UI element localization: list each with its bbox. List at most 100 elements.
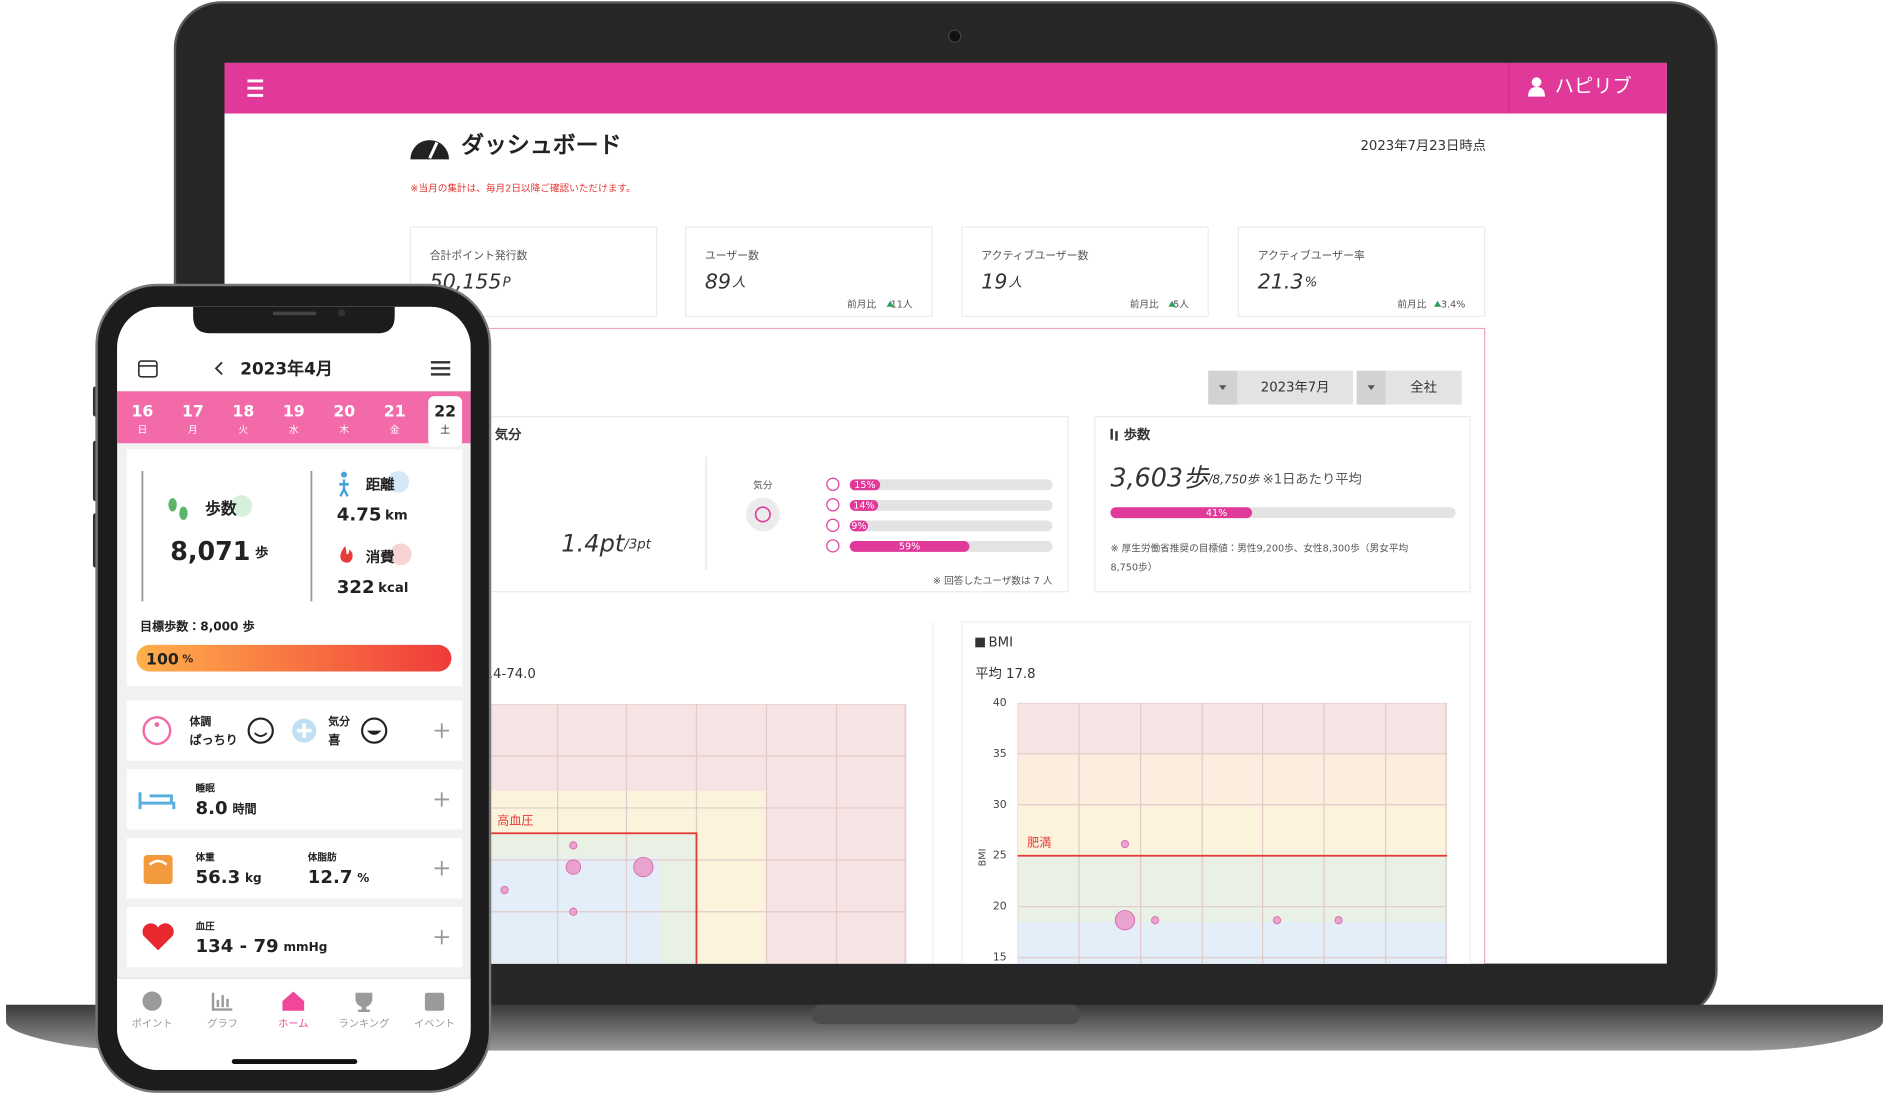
steps-value-part: 8,071 bbox=[170, 536, 250, 566]
day-number: 22 bbox=[434, 401, 456, 420]
prev-month[interactable] bbox=[214, 361, 223, 376]
bmi-dot bbox=[1120, 840, 1130, 849]
day-item[interactable]: 17 月 bbox=[182, 401, 204, 436]
front-camera bbox=[337, 309, 346, 317]
mood-bar-label: 14% bbox=[853, 500, 874, 511]
icon-bubble bbox=[389, 543, 412, 566]
icon-bubble bbox=[387, 470, 410, 493]
blood-pressure-card-bg bbox=[126, 906, 463, 968]
nav-label: ランキング bbox=[338, 1017, 389, 1030]
month-label: 2023年4月 bbox=[240, 359, 333, 379]
flame bbox=[340, 545, 353, 563]
weight-value-part: 56.3 bbox=[196, 867, 241, 888]
bp-label: 血圧 bbox=[196, 920, 216, 932]
mood-bar-label: 9% bbox=[851, 521, 866, 532]
steps-average-part: 3,603歩 bbox=[1110, 462, 1211, 492]
weekday: 月 bbox=[188, 425, 198, 436]
hypertension-box bbox=[488, 832, 698, 964]
stat-label: ユーザー数 bbox=[705, 249, 759, 262]
calories-label: 消費 bbox=[366, 548, 395, 566]
bp-dot bbox=[569, 907, 578, 916]
scale-icon bbox=[143, 855, 173, 884]
filter-select[interactable]: 2023年7月 bbox=[1208, 370, 1354, 405]
weight-value-part: kg bbox=[245, 870, 262, 884]
stat-compare: 前月比 3.4% bbox=[1397, 298, 1465, 310]
nav-item[interactable]: ホーム bbox=[278, 991, 309, 1030]
weekday: 水 bbox=[289, 424, 299, 436]
add-button[interactable] bbox=[434, 861, 450, 876]
filter-label: 全社 bbox=[1410, 380, 1437, 396]
mood-bar-label: 59% bbox=[899, 541, 920, 552]
mood-bar bbox=[849, 520, 868, 532]
stat-value: 21.3% bbox=[1258, 270, 1317, 294]
nav-item[interactable]: ランキング bbox=[338, 992, 389, 1030]
user-menu[interactable]: ハピリブ bbox=[1528, 74, 1632, 97]
filter-select[interactable]: 全社 bbox=[1356, 370, 1462, 405]
date-strip bbox=[117, 391, 471, 444]
nav-item[interactable]: ポイント bbox=[132, 991, 173, 1030]
y-tick-label: 15 bbox=[993, 951, 1007, 964]
stat-compare-part: 前月比 bbox=[1130, 298, 1159, 310]
y-tick-label: 40 bbox=[993, 696, 1007, 709]
nav-item[interactable]: イベント bbox=[414, 992, 455, 1030]
mood-bar-track bbox=[849, 520, 1053, 532]
stat-compare: 前月比 5人 bbox=[1130, 298, 1190, 310]
goal-label: 目標歩数：8,000 歩 bbox=[140, 618, 255, 633]
day-item[interactable]: 19 水 bbox=[283, 401, 305, 436]
steps-average-part: /8,750歩 bbox=[1207, 472, 1260, 486]
day-item[interactable]: 21 金 bbox=[384, 401, 406, 436]
menu-line bbox=[430, 373, 451, 376]
user-name: ハピリブ bbox=[1555, 74, 1632, 97]
steps-footnote: ※ 厚生労働省推奨の目標値：男性9,200歩、女性8,300歩（男女平均 bbox=[1110, 542, 1408, 554]
y-tick-label: 20 bbox=[993, 900, 1007, 913]
sleep-label: 睡眠 bbox=[196, 783, 216, 795]
nav-item[interactable]: グラフ bbox=[207, 992, 238, 1030]
body-fat-value: 12.7% bbox=[308, 867, 370, 888]
mood-icon-label: 気分 bbox=[753, 479, 773, 491]
steps-bar bbox=[1110, 507, 1253, 519]
bp-value: 134 - 79 mmHg bbox=[196, 936, 328, 957]
menu-button[interactable] bbox=[247, 79, 264, 97]
stat-card-bg bbox=[684, 226, 933, 318]
zone-label: 高血圧 bbox=[497, 814, 533, 828]
weekday: 火 bbox=[239, 425, 249, 436]
stat-value-part: 19 bbox=[981, 270, 1007, 294]
menu-line bbox=[430, 361, 451, 364]
top-bar bbox=[224, 62, 1667, 114]
goal-progress: 100% bbox=[146, 649, 193, 668]
body-fat-value-part: % bbox=[357, 870, 369, 884]
day-item[interactable]: 18 火 bbox=[232, 401, 254, 436]
stat-value-part: 21.3 bbox=[1258, 270, 1304, 294]
sleep-value-part: 時間 bbox=[232, 801, 256, 816]
mood-title: 気分 bbox=[495, 426, 522, 443]
day-number: 21 bbox=[384, 401, 406, 420]
distance-value: 4.75 km bbox=[337, 505, 408, 526]
steps-card bbox=[1094, 416, 1471, 593]
home-indicator bbox=[231, 1059, 358, 1064]
body-fat-label: 体脂肪 bbox=[308, 851, 337, 863]
y-tick-label: 30 bbox=[993, 798, 1007, 811]
walker-head bbox=[340, 471, 348, 478]
day-number: 18 bbox=[232, 401, 254, 420]
add-button[interactable] bbox=[434, 929, 450, 945]
mood-footnote: ※ 回答したユーザ数は 7 人 bbox=[933, 575, 1053, 587]
user-icon-body bbox=[1528, 86, 1545, 97]
phone-menu[interactable] bbox=[430, 361, 451, 376]
add-button[interactable] bbox=[434, 792, 450, 807]
steps-title: 歩数 bbox=[1124, 426, 1151, 443]
stat-value-part: P bbox=[503, 276, 511, 291]
condition-icon-head bbox=[154, 722, 160, 728]
calendar-icon bbox=[137, 360, 158, 378]
sleep-value-part: 8.0 bbox=[196, 798, 228, 819]
day-item[interactable]: 22 土 bbox=[428, 396, 463, 447]
day-item[interactable]: 16 日 bbox=[132, 401, 154, 436]
bp-chart: 高血圧 bbox=[488, 704, 907, 964]
menu-line bbox=[430, 367, 451, 370]
calendar-button[interactable] bbox=[137, 360, 158, 378]
condition-label: 体調 bbox=[190, 714, 212, 728]
nav-icon bbox=[282, 991, 305, 1011]
add-button[interactable] bbox=[434, 723, 450, 738]
day-item[interactable]: 20 木 bbox=[333, 401, 355, 436]
stat-compare-part: 前月比 bbox=[1397, 298, 1426, 310]
